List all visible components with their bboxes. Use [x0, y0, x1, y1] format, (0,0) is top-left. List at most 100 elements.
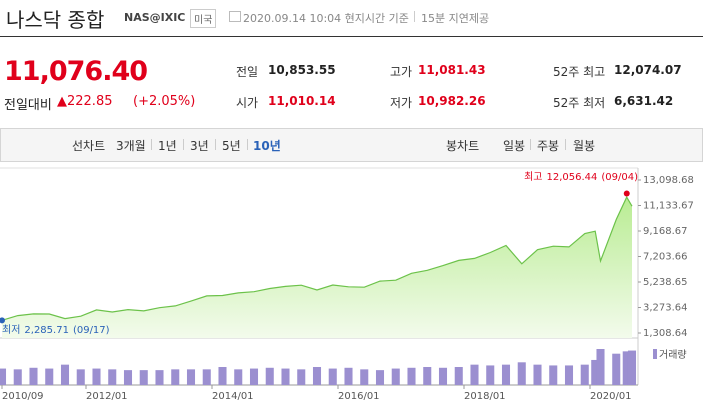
header-rule	[0, 36, 703, 37]
volume-bar	[123, 370, 133, 385]
y-tick-label: 11,133.67	[643, 201, 694, 212]
volume-bar	[139, 370, 148, 385]
tab-group-label: 봉차트	[446, 139, 480, 153]
y-tick-label: 7,203.66	[643, 252, 688, 263]
high-marker	[623, 190, 630, 197]
legend-swatch	[653, 349, 657, 359]
market-badge: 미국	[190, 9, 217, 28]
volume-bar	[186, 369, 196, 385]
stat-label: 52주 최저	[553, 96, 606, 110]
delay-note: 15분 지연제공	[421, 12, 490, 25]
volume-bar	[13, 369, 22, 385]
volume-bar	[423, 367, 432, 385]
volume-bar	[533, 364, 542, 385]
stat-value: 10,982.26	[418, 94, 486, 108]
tab[interactable]: 5년	[222, 139, 241, 153]
stat-value: 11,010.14	[268, 94, 336, 108]
x-tick-label: 2020/01	[590, 391, 632, 402]
symbol: NAS@IXIC	[124, 11, 186, 24]
separator	[565, 139, 566, 150]
stat-label: 시가	[236, 96, 259, 110]
volume-bar	[29, 367, 38, 385]
stat-value: 11,081.43	[418, 63, 486, 77]
low-annotation-part: 2,285.71	[24, 325, 69, 336]
volume-bar	[375, 370, 385, 385]
tab-group-label: 선차트	[72, 139, 106, 153]
volume-bar	[564, 365, 574, 385]
volume-bar	[438, 367, 448, 385]
volume-bar	[627, 350, 637, 385]
volume-bar	[76, 369, 85, 385]
stat-value: 10,853.55	[268, 63, 336, 77]
y-tick-label: 1,308.64	[643, 328, 688, 339]
price: 11,076.40	[4, 56, 148, 87]
volume-bar	[249, 368, 259, 385]
volume-bar	[344, 367, 353, 385]
volume-bar	[486, 365, 495, 385]
high-annotation-part: (09/04)	[601, 172, 638, 183]
title: 나스닥 종합	[6, 8, 105, 32]
tab[interactable]: 주봉	[537, 139, 560, 153]
stat-label: 고가	[390, 65, 413, 79]
volume-bar	[580, 364, 589, 385]
volume-bar	[45, 368, 54, 385]
volume-bar	[470, 364, 479, 385]
volume-bar	[591, 359, 600, 385]
low-annotation-part: 최저	[2, 324, 20, 336]
volume-bar	[171, 369, 180, 385]
volume-bar	[596, 349, 605, 385]
calendar-icon	[229, 11, 241, 22]
tab-bar	[0, 128, 703, 162]
area-fill	[2, 197, 632, 338]
volume-bar	[108, 369, 117, 385]
separator	[183, 139, 184, 150]
volume-bar	[155, 370, 164, 385]
low-annotation-part: (09/17)	[73, 325, 110, 336]
volume-bar	[218, 367, 227, 385]
x-tick-label: 2012/01	[86, 391, 128, 402]
volume-bar	[454, 367, 463, 385]
x-tick-label: 2016/01	[338, 391, 380, 402]
change-label: 전일대비	[4, 98, 52, 113]
volume-bar	[312, 367, 322, 385]
volume-bar	[265, 367, 274, 385]
stat-label: 52주 최고	[553, 65, 606, 79]
x-tick-label: 2010/09	[2, 391, 44, 402]
volume-bar	[501, 364, 511, 385]
y-tick-label: 13,098.68	[643, 175, 694, 186]
price-line	[1, 195, 633, 321]
volume-bar	[281, 368, 290, 385]
high-annotation-part: 최고	[524, 171, 542, 183]
volume-bar	[202, 369, 211, 385]
volume-bar	[407, 367, 416, 385]
y-tick-label: 5,238.65	[643, 277, 688, 288]
tab[interactable]: 일봉	[503, 139, 526, 153]
y-tick-label: 3,273.64	[643, 303, 688, 314]
tab[interactable]: 1년	[158, 139, 177, 153]
tab[interactable]: 월봉	[573, 139, 596, 153]
x-tick-label: 2018/01	[464, 391, 506, 402]
tab[interactable]: 3년	[190, 139, 209, 153]
timestamp: 2020.09.14 10:04 현지시간 기준	[243, 12, 409, 25]
tab-selected[interactable]: 10년	[253, 139, 281, 153]
tab[interactable]: 3개월	[116, 139, 146, 153]
stat-label: 저가	[390, 96, 413, 110]
volume-bar	[612, 353, 621, 385]
volume-bar	[391, 368, 400, 385]
stat-value: 6,631.42	[614, 94, 674, 108]
x-tick-label: 2014/01	[212, 391, 254, 402]
volume-bar	[92, 368, 101, 385]
high-annotation: 최고 12,056.44 (09/04)	[524, 171, 638, 183]
volume-bar	[297, 369, 306, 385]
volume-bar	[234, 369, 243, 385]
volume-bar	[360, 369, 369, 385]
high-annotation-part: 12,056.44	[546, 172, 597, 183]
volume-bar	[328, 368, 337, 385]
volume-bar	[60, 364, 70, 385]
stat-label: 전일	[236, 65, 259, 79]
low-marker	[0, 317, 5, 324]
separator	[215, 139, 216, 150]
volume-bar	[517, 362, 526, 385]
